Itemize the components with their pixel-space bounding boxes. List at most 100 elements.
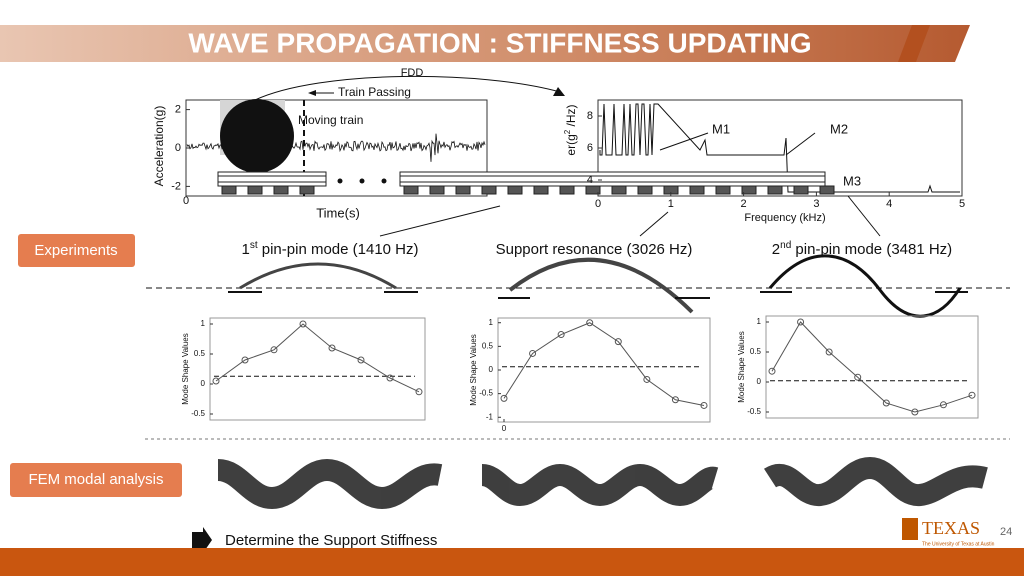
y-tick-label: 1	[201, 319, 206, 328]
plot-axes	[497, 317, 711, 423]
mode-point	[911, 408, 919, 416]
mode-point	[614, 338, 622, 346]
mode-point	[586, 319, 594, 327]
leader	[785, 132, 816, 156]
mode-point	[241, 356, 249, 364]
y-tick-label: -0.5	[747, 407, 761, 416]
experiments-box	[18, 234, 135, 267]
y-tick-label: 6	[587, 142, 593, 154]
supports	[228, 291, 968, 299]
sleeper	[715, 185, 731, 195]
y-tick-label: 0	[201, 379, 206, 388]
mode-ordinal: 2	[772, 241, 780, 258]
plot-axes	[209, 317, 426, 421]
y-tick-label: 4	[587, 174, 593, 186]
y-tick-label: 0	[489, 365, 494, 374]
y-axis-label: er(g2 /Hz)	[563, 104, 578, 155]
x-tick-label: 0	[183, 195, 189, 207]
x-tick-label: 4	[886, 198, 892, 210]
peak-label: M1	[712, 121, 730, 136]
title-accent	[898, 25, 930, 62]
y-tick-label: 2	[175, 104, 181, 116]
sleeper	[481, 185, 497, 195]
mode-point	[415, 388, 423, 396]
mode-shape-sketch	[768, 254, 962, 318]
y-tick-label: -1	[486, 412, 494, 421]
y-tick-label: 0	[175, 142, 181, 154]
mode-point	[386, 374, 394, 382]
logo-subtitle: The University of Texas at Austin	[922, 541, 995, 547]
mode-line	[771, 321, 973, 413]
mode-point	[700, 401, 708, 409]
fem-shapes	[216, 456, 988, 510]
mode-point	[328, 344, 336, 352]
sleeper	[559, 185, 575, 195]
mode-line	[215, 323, 420, 393]
mode-point	[500, 394, 508, 402]
peak-label: M3	[843, 173, 861, 188]
logo-name: TEXAS	[922, 518, 980, 538]
y-axis-label: Mode Shape Values	[469, 334, 478, 405]
sleeper	[689, 185, 705, 195]
mode-shape-sketch	[239, 262, 397, 290]
sleeper	[637, 185, 653, 195]
y-tick-label: -0.5	[191, 409, 205, 418]
mode-point	[299, 320, 307, 328]
y-tick-label: 1	[757, 317, 762, 326]
mode-point	[557, 331, 565, 339]
sleeper	[767, 185, 783, 195]
y-tick-label: 1	[489, 318, 494, 327]
mode-point	[939, 401, 947, 409]
sleeper	[403, 185, 419, 195]
ylabel-sup: 2	[563, 129, 572, 134]
mode-name: pin-pin mode (3481 Hz)	[791, 241, 952, 258]
y-axis-label: Mode Shape Values	[181, 333, 190, 404]
mode-suffix: nd	[780, 240, 791, 251]
plot-axes	[765, 315, 979, 419]
y-tick-label: -2	[171, 180, 181, 192]
x-tick-label: 2	[741, 198, 747, 210]
mode-point	[212, 377, 220, 385]
mode-shape-sketch	[508, 257, 694, 314]
page-number: 24	[1000, 526, 1012, 538]
y-tick-label: 0.5	[482, 341, 494, 350]
mode-point	[854, 373, 862, 381]
mode-name: pin-pin mode (1410 Hz)	[258, 241, 419, 258]
track-drawing	[217, 171, 835, 195]
ellipsis	[337, 178, 387, 184]
mode-line	[503, 322, 705, 406]
x-tick-label: 3	[813, 198, 819, 210]
mode-point	[643, 375, 651, 383]
sleeper	[247, 185, 263, 195]
pointer	[847, 195, 881, 237]
mode-point	[357, 356, 365, 364]
peak-label: M2	[830, 121, 848, 136]
mode-point	[768, 367, 776, 375]
sleeper	[429, 185, 445, 195]
mode-point	[529, 349, 537, 357]
arrow-icon	[192, 527, 212, 553]
x-axis-label: Frequency (kHz)	[744, 212, 825, 224]
train-marker	[220, 99, 294, 173]
footer-band	[0, 548, 1024, 576]
conclusion: Determine the Support Stiffness	[225, 532, 437, 549]
sleeper	[533, 185, 549, 195]
ylabel-part: er(g	[564, 134, 578, 155]
mode-title: 2nd pin-pin mode (3481 Hz)	[772, 240, 952, 258]
pointer	[639, 211, 669, 237]
ylabel-part: /Hz)	[564, 104, 578, 129]
mode-suffix: st	[250, 240, 258, 251]
x-tick-label: 1	[668, 198, 674, 210]
fem-label: FEM modal analysis	[28, 471, 163, 488]
arrow-head	[308, 90, 316, 96]
mode-title: 1st pin-pin mode (1410 Hz)	[241, 240, 418, 258]
title-band	[0, 25, 970, 62]
leader	[659, 132, 709, 151]
logo-shield	[902, 518, 918, 540]
fdd-arrow	[254, 75, 561, 101]
sleeper	[273, 185, 289, 195]
sleeper	[585, 185, 601, 195]
mode-name: Support resonance (3026 Hz)	[496, 241, 693, 258]
sleeper	[299, 185, 315, 195]
